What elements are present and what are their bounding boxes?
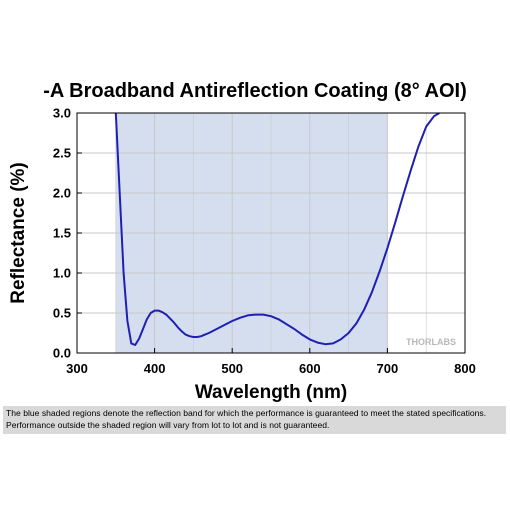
tick-layer: 300 400 500 600 700 800 0.0 0.5 1.0 1.5 2.0 2.5 3.0	[53, 106, 476, 377]
y-axis-title: Reflectance (%)	[8, 162, 29, 304]
y-tick-label: 1.0	[53, 266, 71, 281]
y-tick-label: 1.5	[53, 226, 71, 241]
x-tick-label: 800	[454, 361, 476, 376]
series-layer	[114, 113, 440, 346]
reflectance-chart: 300 400 500 600 700 8000.00.51.01.52.02.53.0 …	[8, 106, 476, 404]
y-tick-label: 2.0	[53, 186, 71, 201]
x-tick-label: 600	[299, 361, 321, 376]
y-tick-label: 0.5	[53, 306, 71, 321]
y-tick-label: 3.0	[53, 106, 71, 121]
reflectance-curve	[114, 113, 440, 346]
chart-title: -A Broadband Antireflection Coating (8° …	[43, 80, 467, 102]
x-tick-label: 700	[377, 361, 399, 376]
y-tick-label: 0.0	[53, 346, 71, 361]
watermark-logo: THORLABS	[406, 337, 456, 347]
y-tick-label: 2.5	[53, 146, 71, 161]
x-tick-label: 500	[221, 361, 243, 376]
caption-text: The blue shaded regions denote the refle…	[3, 406, 506, 434]
x-axis-title: Wavelength (nm)	[195, 382, 347, 403]
x-tick-label: 300	[66, 361, 88, 376]
x-tick-label: 400	[144, 361, 166, 376]
